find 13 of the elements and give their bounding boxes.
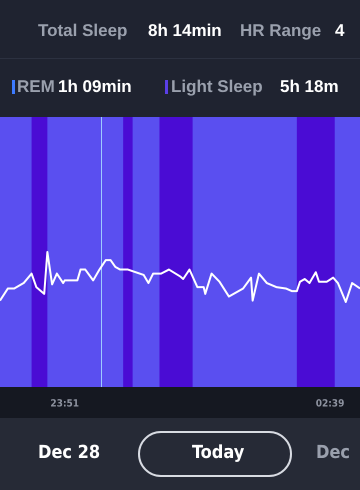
text: 8h 14min xyxy=(148,21,222,41)
text: Total Sleep xyxy=(38,21,128,41)
x-tick-label: 23:51 xyxy=(50,398,80,410)
x-tick-label: 02:39 xyxy=(316,398,344,410)
text: 1h 09min xyxy=(58,77,132,97)
text: Dec xyxy=(316,442,350,463)
text: Today xyxy=(192,442,244,463)
text: REM xyxy=(17,77,55,97)
text: 5h 18m xyxy=(280,77,339,97)
text: Light Sleep xyxy=(171,77,263,97)
text: 4 xyxy=(335,21,344,41)
text: HR Range xyxy=(240,21,322,41)
text: Dec 28 xyxy=(38,442,100,463)
